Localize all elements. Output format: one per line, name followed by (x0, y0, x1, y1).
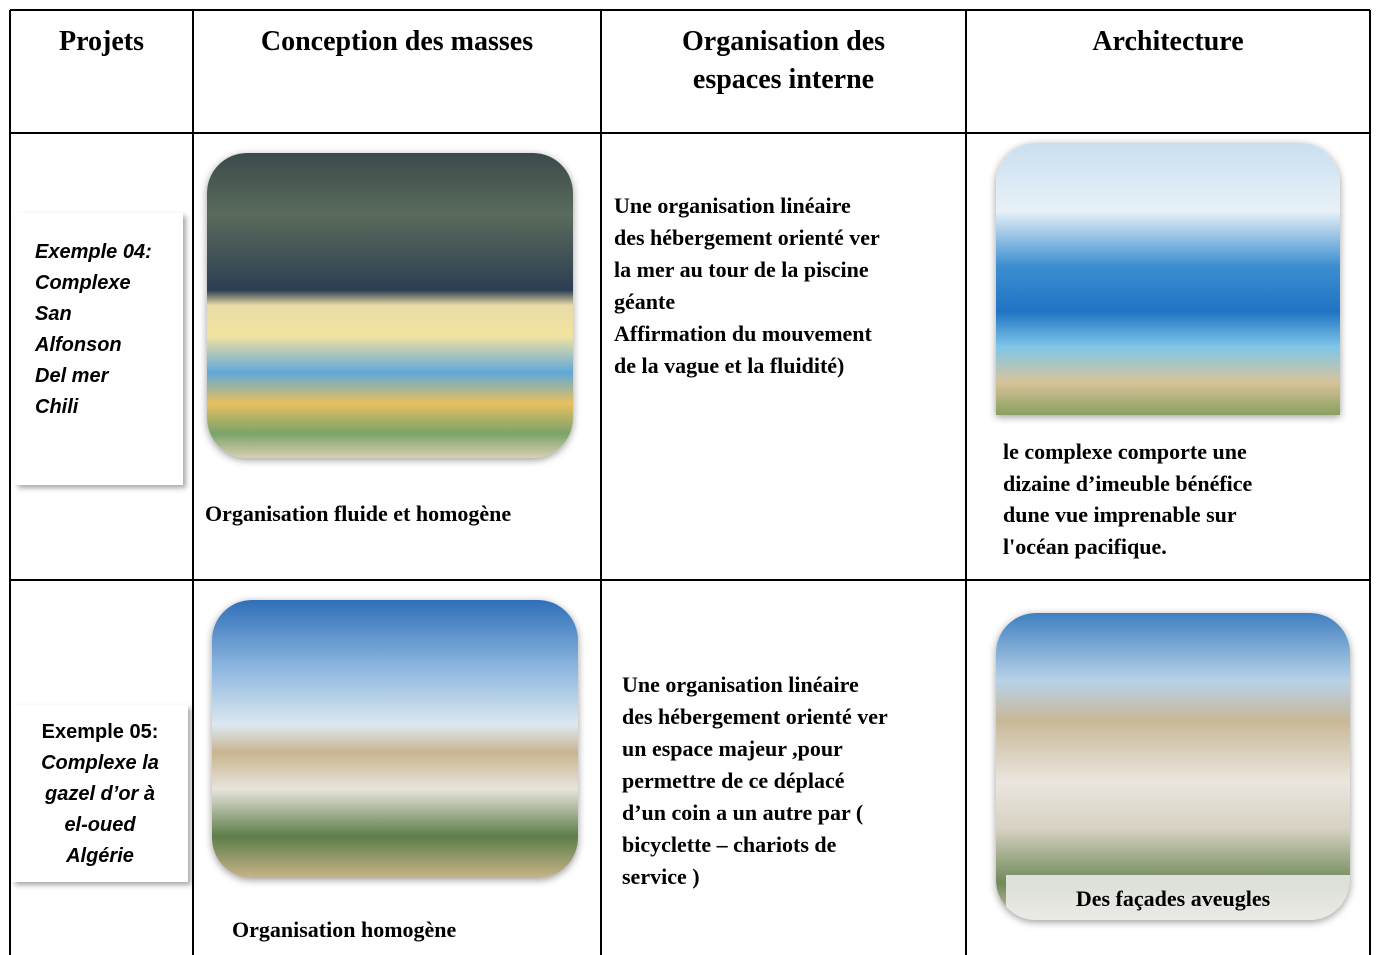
text-line: gazel d’or à (44, 783, 156, 805)
image-masses (212, 600, 578, 878)
caption: Organisation homogène (232, 917, 457, 942)
text-line: Une organisation linéaire (622, 672, 859, 697)
text-line: dune vue imprenable sur (1003, 502, 1237, 527)
description: Une organisation linéaire des hébergement… (622, 669, 888, 893)
text-line: Complexe la (41, 752, 159, 774)
header-cell: Architecture (1092, 26, 1244, 57)
header-cell: Projets (59, 26, 144, 57)
text-line: un espace majeur ,pour (622, 736, 843, 761)
header-cell: Organisation des espaces interne (601, 23, 966, 99)
text-line: Chili (35, 396, 79, 418)
text-line: dizaine d’imeuble bénéfice (1003, 470, 1253, 496)
header-cell: Conception des masses (260, 26, 534, 57)
image-site-plan (207, 153, 573, 458)
text-line: Organisation des (681, 26, 886, 57)
text-line: bicyclette – chariots de (622, 832, 837, 857)
text-line: des hébergement orienté ver (622, 704, 888, 729)
project-box: Exemple 05: Complexe la gazel d’or à el-oue… (12, 705, 188, 882)
text-line: permettre de ce déplacé (622, 768, 845, 793)
description: Une organisation linéaire des hébergement… (614, 190, 880, 382)
project-box: Exemple 04: Complexe San Alfonson Del mer Chi… (15, 213, 183, 485)
text-line: San (35, 303, 72, 325)
text-line: Affirmation du mouvement (614, 321, 872, 346)
text-line: Complexe (35, 272, 131, 294)
text-line: Algérie (66, 845, 134, 867)
text-line: Une organisation linéaire (614, 193, 851, 218)
text-line: la mer au tour de la piscine (614, 257, 869, 282)
caption: Des façades aveugles (1075, 886, 1271, 911)
text-line: des hébergement orienté ver (614, 225, 880, 250)
image-architecture: Des façades aveugles (996, 613, 1350, 920)
text-line: l'océan pacifique. (1003, 533, 1167, 559)
text-line: Exemple 04: (35, 241, 152, 263)
caption: Organisation fluide et homogène (205, 501, 512, 526)
project-text: Exemple 04: Complexe San Alfonson Del mer Chi… (35, 237, 180, 423)
project-text: Exemple 05: Complexe la gazel d’or à el-oue… (12, 717, 188, 872)
text-line: de la vague et la fluidité) (614, 353, 845, 378)
image-architecture (996, 143, 1340, 415)
text-line: el-oued (64, 814, 136, 836)
text-line: espaces interne (692, 64, 875, 95)
text-line: service ) (622, 864, 700, 889)
caption-band (1006, 875, 1350, 920)
text-line: géante (614, 289, 676, 314)
text-line: d’un coin a un autre par ( (622, 800, 864, 825)
text-line: Alfonson (35, 334, 122, 356)
description: le complexe comporte une dizaine d’imeubl… (1003, 436, 1252, 562)
text-line: Del mer (35, 365, 109, 387)
text-line: le complexe comporte une (1003, 439, 1247, 464)
text-line: Exemple 05: (41, 721, 159, 743)
